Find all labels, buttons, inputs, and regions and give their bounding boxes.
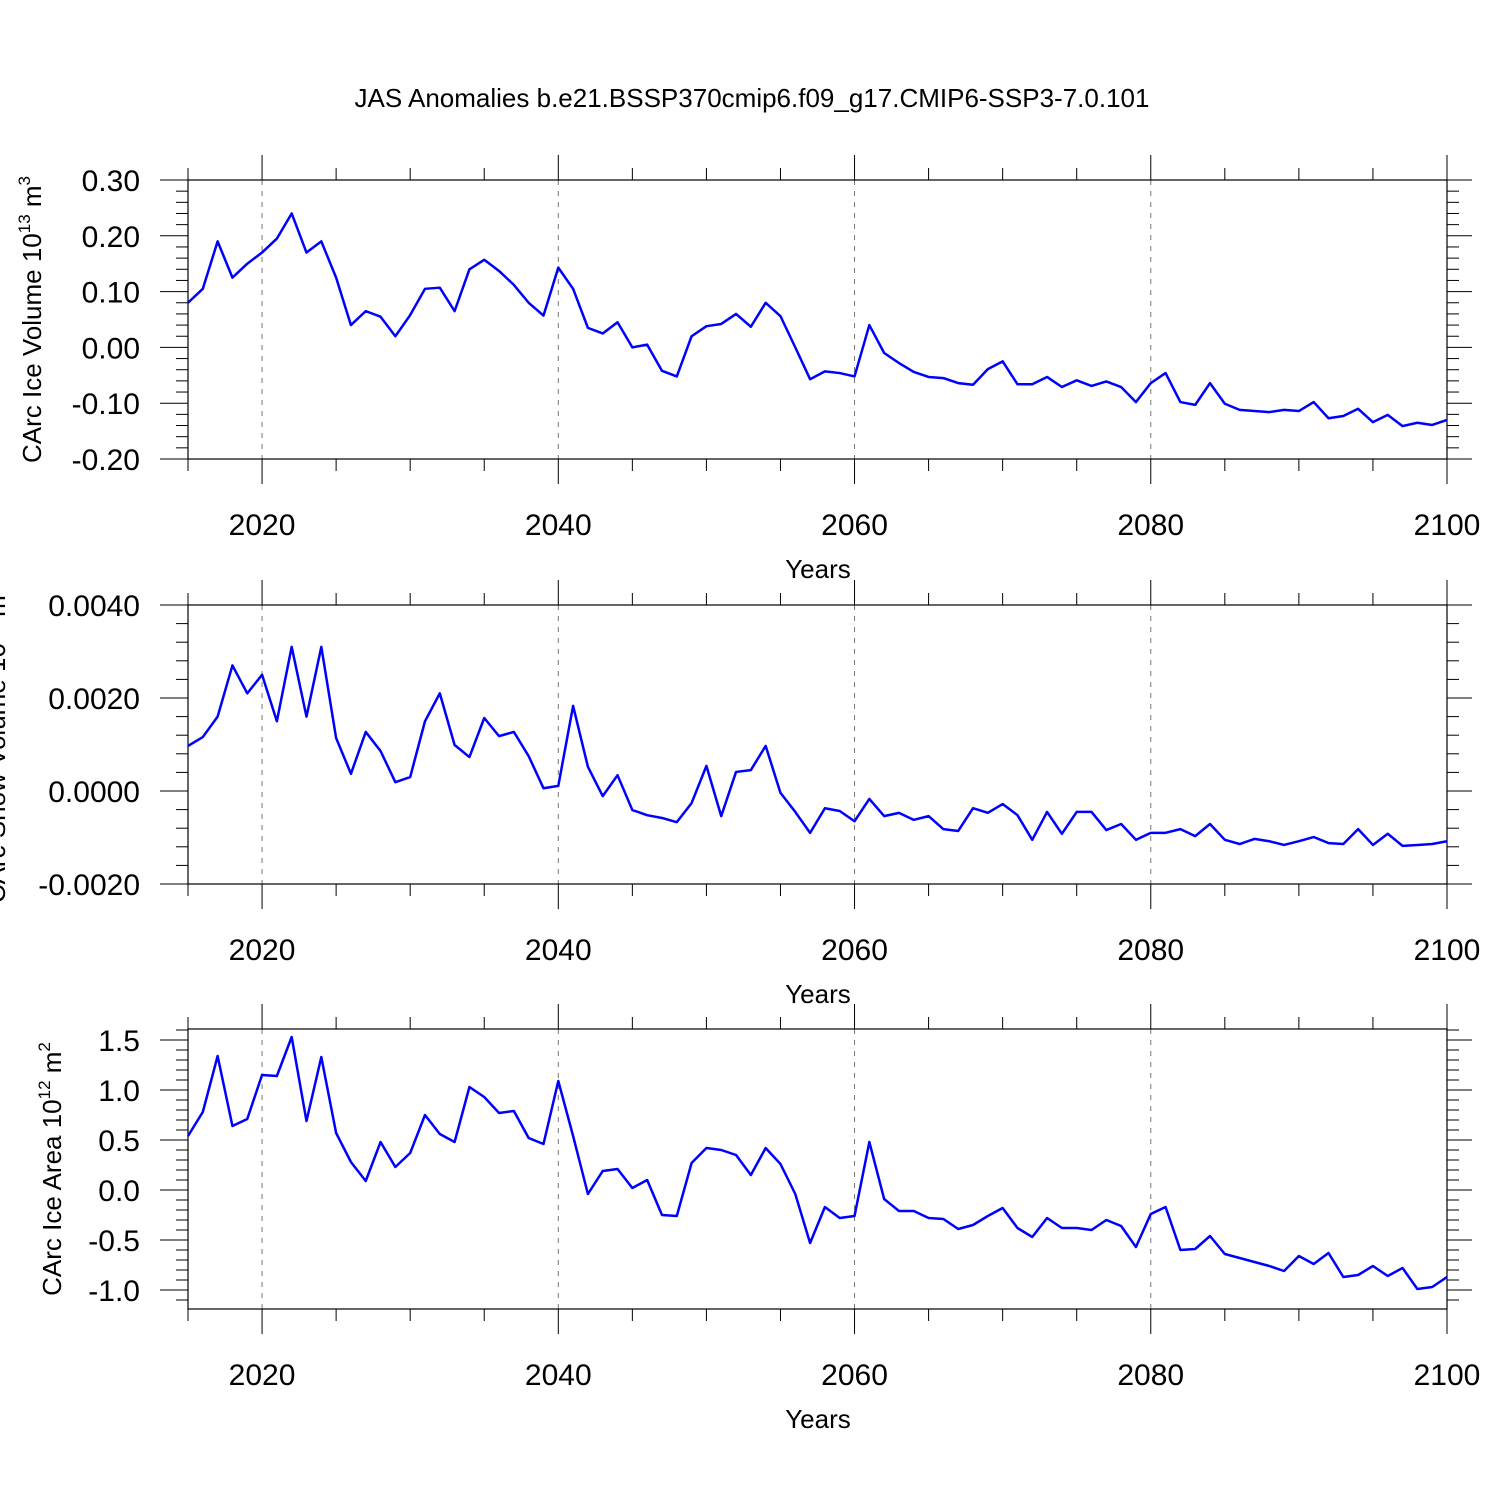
y-tick-label: 0.0040 <box>48 590 140 623</box>
y-axis-label: CArc Snow Volume 1013 m3 <box>0 586 11 903</box>
y-tick-label: -0.5 <box>88 1225 140 1258</box>
x-tick-label: 2080 <box>1117 1359 1184 1392</box>
y-axis-label-part: 13 <box>15 214 34 233</box>
x-tick-label: 2100 <box>1414 1359 1481 1392</box>
plot-frame <box>187 1028 1448 1310</box>
y-axis-label-part: 3 <box>15 176 34 185</box>
x-axis-label: Years <box>785 979 851 1009</box>
y-tick-label: -0.20 <box>72 444 140 477</box>
x-tick-label: 2020 <box>229 1359 296 1392</box>
x-tick-label: 2060 <box>821 509 888 542</box>
y-tick-label: 0.0000 <box>48 776 140 809</box>
y-axis-label-part: 12 <box>35 1080 54 1099</box>
y-axis-label-part: CArc Snow Volume 10 <box>0 643 11 903</box>
data-line <box>187 645 1448 848</box>
x-axis-label: Years <box>785 554 851 584</box>
x-tick-label: 2020 <box>229 509 296 542</box>
y-tick-label: 0.00 <box>82 332 140 365</box>
y-tick-label: 0.20 <box>82 221 140 254</box>
y-axis-label-part: 2 <box>35 1042 54 1051</box>
x-tick-label: 2040 <box>525 509 592 542</box>
y-axis-label-part: m <box>37 1052 67 1081</box>
y-axis-label-part: m <box>0 595 11 624</box>
x-tick-label: 2060 <box>821 1359 888 1392</box>
x-axis-label: Years <box>785 1404 851 1434</box>
y-axis-label-part: m <box>17 185 47 214</box>
data-line <box>186 1035 1448 1291</box>
y-tick-label: -1.0 <box>88 1275 140 1308</box>
x-tick-label: 2040 <box>525 1359 592 1392</box>
y-axis-label: CArc Ice Volume 1013 m3 <box>15 176 47 463</box>
y-tick-label: 0.5 <box>98 1125 140 1158</box>
y-tick-label: 1.5 <box>98 1025 140 1058</box>
x-tick-label: 2040 <box>525 934 592 967</box>
y-tick-label: 0.0020 <box>48 683 140 716</box>
y-tick-label: 0.10 <box>82 277 140 310</box>
y-axis-label-part: CArc Ice Area 10 <box>37 1099 67 1296</box>
data-line <box>187 212 1448 428</box>
panel: 2020 2040 2060 2080 2100 0.30 0.20 0.10 0.00 -0.1… <box>15 155 1480 584</box>
y-tick-label: 0.30 <box>82 165 140 198</box>
y-tick-label: 0.0 <box>98 1175 140 1208</box>
chart-title: JAS Anomalies b.e21.BSSP370cmip6.f09_g17… <box>355 83 1150 113</box>
plot-frame <box>187 179 1448 460</box>
x-tick-label: 2060 <box>821 934 888 967</box>
y-axis-label-part: CArc Ice Volume 10 <box>17 233 47 463</box>
x-tick-label: 2080 <box>1117 934 1184 967</box>
panel: 2020 2040 2060 2080 2100 0.0040 0.0020 0.0000 -0… <box>0 580 1480 1009</box>
y-axis-label: CArc Ice Area 1012 m2 <box>35 1042 67 1296</box>
x-tick-label: 2020 <box>229 934 296 967</box>
y-tick-label: -0.0020 <box>38 869 140 902</box>
panel: 2020 2040 2060 2080 2100 1.5 1.0 0.5 0.0 -0.5 -1.0… <box>35 1004 1480 1434</box>
x-tick-label: 2100 <box>1414 509 1481 542</box>
x-tick-label: 2100 <box>1414 934 1481 967</box>
y-tick-label: -0.10 <box>72 388 140 421</box>
x-tick-label: 2080 <box>1117 509 1184 542</box>
y-tick-label: 1.0 <box>98 1075 140 1108</box>
